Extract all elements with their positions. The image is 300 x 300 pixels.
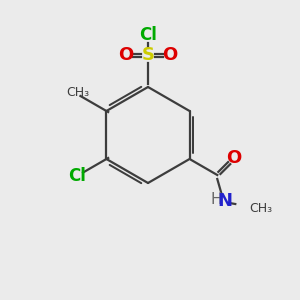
Text: O: O bbox=[118, 46, 134, 64]
Text: Cl: Cl bbox=[139, 26, 157, 44]
Text: CH₃: CH₃ bbox=[249, 202, 272, 215]
Text: O: O bbox=[226, 148, 241, 166]
Text: Cl: Cl bbox=[68, 167, 86, 185]
Text: H: H bbox=[211, 193, 222, 208]
Text: S: S bbox=[142, 46, 154, 64]
Text: O: O bbox=[162, 46, 178, 64]
Text: N: N bbox=[218, 192, 233, 210]
Text: CH₃: CH₃ bbox=[67, 86, 90, 99]
